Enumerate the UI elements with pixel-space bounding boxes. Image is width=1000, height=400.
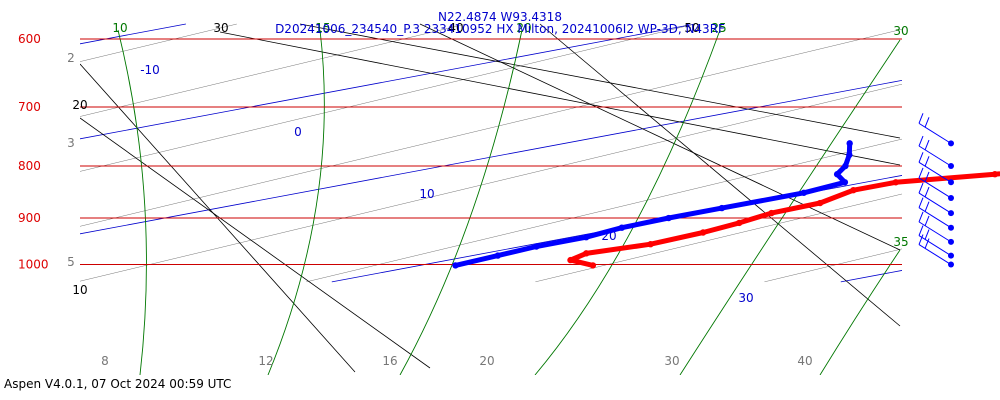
dewpoint-point bbox=[842, 163, 848, 169]
temperature-point bbox=[647, 241, 653, 247]
dewpoint-point bbox=[533, 243, 539, 249]
wind-barbs bbox=[919, 113, 954, 267]
temperature-point bbox=[893, 179, 899, 185]
temperature-point bbox=[817, 200, 823, 206]
pressure-label: 900 bbox=[18, 211, 41, 225]
dry-adiabat-line bbox=[80, 118, 430, 368]
mixing-ratio-label: 2 bbox=[67, 51, 75, 65]
pressure-label: 800 bbox=[18, 159, 41, 173]
pressure-label: 700 bbox=[18, 100, 41, 114]
isotherm-label: -10 bbox=[140, 63, 160, 77]
dewpoint-point bbox=[619, 225, 625, 231]
moist-adiabat-line bbox=[535, 30, 720, 375]
mixing-ratio-label: 12 bbox=[258, 354, 273, 368]
temperature-point bbox=[736, 220, 742, 226]
mixing-ratio-line bbox=[0, 24, 924, 282]
mixing-ratio-line bbox=[0, 24, 237, 282]
temperature-point bbox=[700, 229, 706, 235]
dewpoint-point bbox=[452, 262, 458, 268]
temperature-point bbox=[850, 187, 856, 193]
dewpoint-point bbox=[665, 215, 671, 221]
dry-adiabat-label: 30 bbox=[213, 21, 228, 35]
mixing-ratio-label: 3 bbox=[67, 136, 75, 150]
mixing-ratio-label: 40 bbox=[797, 354, 812, 368]
dewpoint-point bbox=[846, 152, 852, 158]
mixing-ratio-label: 8 bbox=[101, 354, 109, 368]
moist-adiabat-line bbox=[268, 30, 324, 375]
footer-version: Aspen V4.0.1, 07 Oct 2024 00:59 UTC bbox=[4, 377, 231, 391]
temperature-point bbox=[590, 262, 596, 268]
dewpoint-point bbox=[846, 140, 852, 146]
moist-adiabat-label: 35 bbox=[893, 235, 908, 249]
temperature-point bbox=[768, 210, 774, 216]
dry-adiabat-line bbox=[540, 24, 900, 326]
dewpoint-point bbox=[834, 171, 840, 177]
isotherm-label: 0 bbox=[294, 125, 302, 139]
mixing-ratio-line bbox=[764, 24, 1000, 282]
dry-adiabat-line bbox=[420, 24, 900, 250]
mixing-ratio-line bbox=[0, 24, 8, 282]
wind-barb bbox=[919, 136, 954, 169]
mixing-ratio-label: 16 bbox=[382, 354, 397, 368]
dewpoint-point bbox=[719, 205, 725, 211]
chart-title-sonde: D20241006_234540_P.3 233410952 HX Milton… bbox=[275, 22, 725, 36]
moist-adiabat-label: 10 bbox=[112, 21, 127, 35]
dry-adiabat-label: 10 bbox=[72, 283, 87, 297]
mixing-ratio-label: 5 bbox=[67, 255, 75, 269]
moist-adiabat-line bbox=[400, 30, 522, 375]
dewpoint-point bbox=[495, 252, 501, 258]
isotherm-label: 30 bbox=[738, 291, 753, 305]
temperature-point bbox=[567, 257, 573, 263]
pressure-label: 600 bbox=[18, 32, 41, 46]
mixing-ratio-line bbox=[0, 24, 695, 282]
dewpoint-point bbox=[842, 179, 848, 185]
dry-adiabat-label: 20 bbox=[72, 98, 87, 112]
isotherm-line bbox=[0, 24, 695, 282]
temperature-point bbox=[583, 250, 589, 256]
temperature-point bbox=[992, 171, 998, 177]
isotherm-label: 10 bbox=[419, 187, 434, 201]
dewpoint-point bbox=[801, 190, 807, 196]
sounding-traces bbox=[452, 140, 1000, 268]
mixing-ratio-line bbox=[994, 24, 1000, 282]
mixing-ratio-label: 30 bbox=[664, 354, 679, 368]
moist-adiabat-label: 30 bbox=[893, 24, 908, 38]
dewpoint-point bbox=[583, 234, 589, 240]
pressure-label: 1000 bbox=[18, 258, 49, 272]
moist-adiabat-line bbox=[118, 30, 146, 375]
wind-barb bbox=[919, 113, 954, 146]
mixing-ratio-label: 20 bbox=[479, 354, 494, 368]
isotherm-line bbox=[841, 24, 1000, 282]
temperature-trace bbox=[571, 143, 1000, 265]
